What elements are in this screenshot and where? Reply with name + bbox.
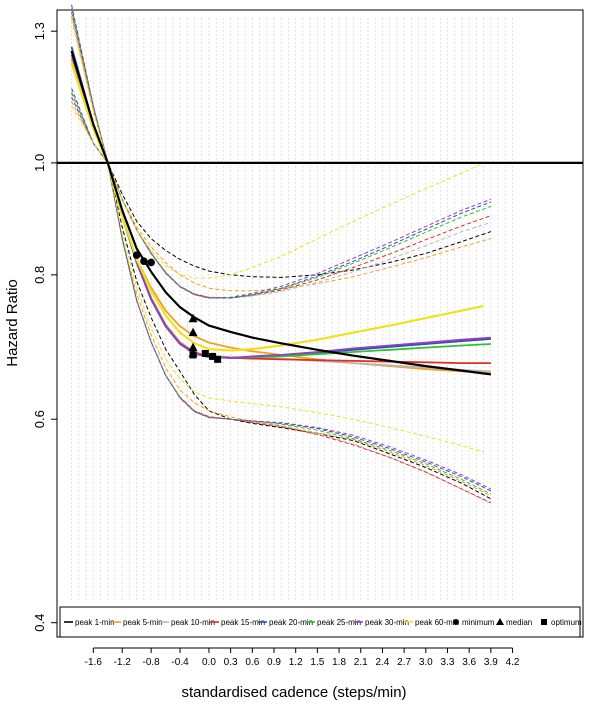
y-tick-label: 0.8 — [32, 266, 47, 284]
legend-swatch — [453, 619, 459, 625]
x-tick-label: 3.9 — [484, 657, 498, 668]
series-line-peak-1-min — [70, 50, 492, 376]
median-marker — [188, 342, 198, 352]
vertical-grid — [71, 18, 513, 600]
ci-lower-peak-5-min — [71, 101, 492, 497]
plot-frame — [56, 9, 584, 638]
series-line-peak-25-min — [70, 50, 491, 359]
ci-upper-peak-1-min — [71, 8, 492, 278]
legend-box — [59, 606, 581, 638]
minimum-marker — [132, 251, 141, 259]
x-tick-label: 3.6 — [462, 657, 476, 668]
legend-label: peak 25-min — [317, 618, 361, 627]
median-marker — [188, 327, 198, 337]
x-tick-label: -0.8 — [143, 657, 161, 668]
ci-upper-peak-60-min — [71, 19, 484, 279]
legend-label: peak 30-min — [365, 618, 409, 627]
x-tick-label: 0.3 — [224, 657, 238, 668]
optimum-marker — [189, 351, 197, 359]
optimum-marker — [214, 355, 222, 363]
legend-swatch — [541, 619, 547, 625]
legend-label: peak 1-min — [75, 618, 115, 627]
y-tick-label: 1.3 — [32, 22, 47, 40]
x-axis: -1.6 -1.2 -0.8 -0.4 0.0 0.3 0.6 0.9 1.2 1.5 1.8 2.1… — [85, 647, 520, 668]
legend-item: peak 25-min — [306, 618, 361, 627]
x-tick-label: 1.8 — [332, 657, 346, 668]
x-axis-label: standardised cadence (steps/min) — [181, 684, 406, 701]
x-tick-label: 1.5 — [310, 657, 324, 668]
x-tick-label: 4.2 — [506, 657, 520, 668]
legend-swatch — [496, 618, 504, 625]
legend-label: peak 20-min — [269, 618, 313, 627]
y-tick-label: 0.4 — [32, 614, 47, 632]
optimum-marker — [209, 352, 217, 360]
legend-item: median — [496, 618, 532, 627]
legend-label: median — [506, 618, 532, 627]
x-tick-label: 2.1 — [354, 657, 368, 668]
minimum-marker — [147, 258, 155, 267]
x-tick-label: 0.9 — [267, 657, 281, 668]
legend-item: optimum — [541, 618, 582, 627]
ci-lower-peak-1-min — [71, 92, 492, 500]
y-axis-label: Hazard Ratio — [4, 279, 21, 367]
legend-item: minimum — [453, 618, 495, 627]
legend-label: peak 60-min — [415, 618, 459, 627]
legend-label: optimum — [551, 618, 582, 627]
x-tick-label: 0.6 — [245, 657, 259, 668]
y-tick-label: 1.0 — [32, 154, 47, 172]
legend-label: peak 15-min — [221, 618, 265, 627]
legend: peak 1-min peak 5-min peak 10-min peak 15-m… — [59, 606, 582, 638]
series-line-peak-60-min — [70, 62, 484, 352]
legend-label: minimum — [462, 618, 495, 627]
x-tick-label: -1.6 — [85, 657, 103, 668]
legend-item: peak 20-min — [258, 618, 313, 627]
confidence-bands — [71, 4, 492, 505]
legend-item: peak 30-min — [354, 618, 409, 627]
x-tick-label: 1.2 — [289, 657, 303, 668]
y-tick-label: 0.6 — [32, 410, 47, 428]
y-axis: 0.4 0.6 0.8 1.0 1.3 — [32, 22, 57, 632]
legend-label: peak 10-min — [171, 618, 215, 627]
ci-lower-peak-30-min — [71, 96, 492, 490]
legend-item: peak 5-min — [112, 618, 163, 627]
ci-upper-peak-10-min — [71, 12, 492, 299]
legend-item: peak 1-min — [64, 618, 115, 627]
median-marker — [188, 313, 198, 323]
ci-lower-peak-60-min — [71, 105, 484, 453]
markers — [132, 251, 222, 363]
x-tick-label: 3.3 — [441, 657, 455, 668]
x-tick-label: -1.2 — [114, 657, 132, 668]
legend-item: peak 10-min — [160, 618, 215, 627]
series-lines — [70, 46, 492, 376]
x-tick-label: -0.4 — [171, 657, 189, 668]
x-tick-label: 3.0 — [419, 657, 433, 668]
legend-item: peak 15-min — [210, 618, 265, 627]
ci-upper-peak-30-min — [71, 12, 492, 299]
ci-upper-peak-25-min — [71, 8, 492, 299]
legend-item: peak 60-min — [404, 618, 459, 627]
x-tick-label: 0.0 — [202, 657, 216, 668]
minimum-marker — [140, 257, 148, 266]
x-tick-label: 2.7 — [397, 657, 411, 668]
optimum-marker — [201, 349, 209, 357]
legend-label: peak 5-min — [123, 618, 163, 627]
x-tick-label: 2.4 — [375, 657, 389, 668]
